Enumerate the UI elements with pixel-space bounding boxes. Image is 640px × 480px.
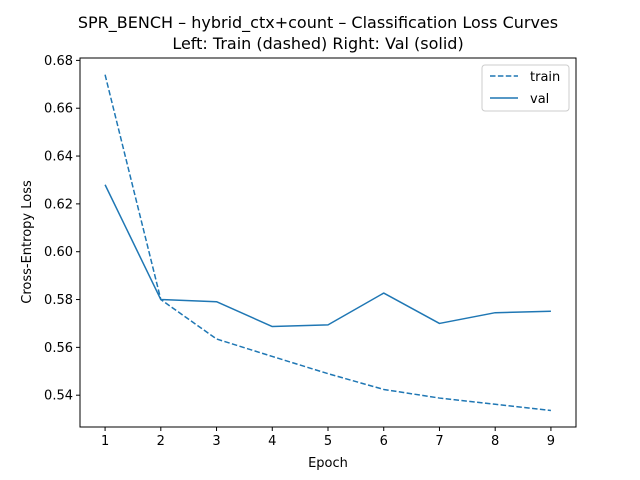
- x-tick-label: 2: [157, 434, 165, 449]
- chart-subtitle: Left: Train (dashed) Right: Val (solid): [172, 34, 463, 53]
- y-axis-label: Cross-Entropy Loss: [20, 180, 35, 304]
- y-tick-label: 0.68: [44, 54, 73, 69]
- legend: train val: [481, 64, 570, 112]
- series-line-val: [104, 184, 551, 328]
- x-tick-label: 5: [324, 434, 332, 449]
- y-tick-label: 0.64: [44, 150, 73, 165]
- chart-title: SPR_BENCH – hybrid_ctx+count – Classific…: [78, 13, 558, 33]
- x-axis-label: Epoch: [308, 456, 348, 471]
- y-tick-label: 0.56: [44, 341, 73, 356]
- x-tick-label: 4: [268, 434, 276, 449]
- x-tick-label: 8: [491, 434, 499, 449]
- legend-train-label: train: [530, 70, 560, 85]
- x-tick-label: 7: [435, 434, 443, 449]
- x-tick-label: 1: [101, 434, 109, 449]
- legend-val-label: val: [530, 92, 549, 107]
- plot-area: 1 2 3 4 5 6 7 8 9 0.54 0.56 0.58 0.60 0.62 0.64 0.66 0.6…: [44, 54, 555, 449]
- y-tick-label: 0.60: [44, 245, 73, 260]
- y-tick-label: 0.58: [44, 293, 73, 308]
- x-tick-label: 3: [212, 434, 220, 449]
- y-tick-label: 0.66: [44, 102, 73, 117]
- plot-frame: [79, 57, 577, 428]
- y-tick-label: 0.62: [44, 197, 73, 212]
- x-tick-label: 6: [380, 434, 388, 449]
- legend-frame: [481, 64, 570, 112]
- x-tick-label: 9: [547, 434, 555, 449]
- y-tick-label: 0.54: [44, 389, 73, 404]
- series-line-train: [104, 74, 552, 412]
